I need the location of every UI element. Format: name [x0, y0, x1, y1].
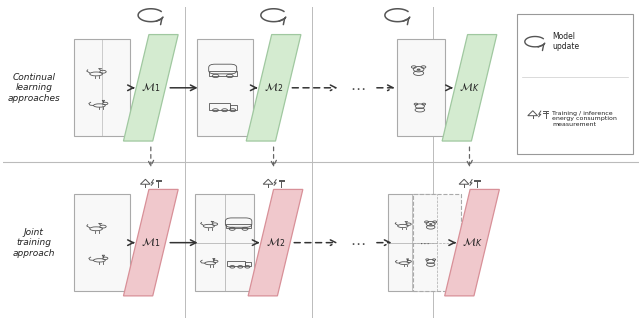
- Bar: [209, 71, 237, 75]
- Text: $\mathcal{M}_K$: $\mathcal{M}_K$: [459, 81, 480, 94]
- Polygon shape: [124, 190, 178, 296]
- Text: Joint
training
approach: Joint training approach: [13, 228, 55, 258]
- Bar: [74, 194, 130, 291]
- Bar: [388, 194, 436, 291]
- Bar: [397, 40, 445, 136]
- Text: $\cdots$: $\cdots$: [351, 80, 366, 95]
- Bar: [413, 194, 461, 291]
- Text: $\mathcal{M}_K$: $\mathcal{M}_K$: [461, 236, 483, 249]
- Bar: [226, 224, 251, 228]
- Text: $\cdots$: $\cdots$: [351, 235, 366, 250]
- Text: Continual
learning
approaches: Continual learning approaches: [8, 73, 60, 103]
- Text: Training / inference
energy consumption
measurement: Training / inference energy consumption …: [552, 110, 617, 127]
- Bar: [196, 40, 253, 136]
- Bar: [195, 194, 254, 291]
- Text: Model
update: Model update: [552, 32, 579, 52]
- Text: $\mathcal{M}_1$: $\mathcal{M}_1$: [141, 236, 161, 249]
- Polygon shape: [248, 190, 303, 296]
- Bar: [209, 103, 230, 110]
- Text: $\mathcal{M}_2$: $\mathcal{M}_2$: [266, 236, 285, 249]
- Polygon shape: [445, 190, 499, 296]
- Polygon shape: [442, 35, 497, 141]
- Text: $\mathcal{M}_1$: $\mathcal{M}_1$: [141, 81, 161, 94]
- Bar: [74, 40, 130, 136]
- Bar: [230, 105, 237, 110]
- Polygon shape: [246, 35, 301, 141]
- Polygon shape: [124, 35, 178, 141]
- Bar: [227, 261, 245, 266]
- Bar: [245, 262, 251, 266]
- Text: $\cdots$: $\cdots$: [419, 237, 429, 248]
- Bar: [517, 14, 633, 154]
- Text: $\mathcal{M}_2$: $\mathcal{M}_2$: [264, 81, 283, 94]
